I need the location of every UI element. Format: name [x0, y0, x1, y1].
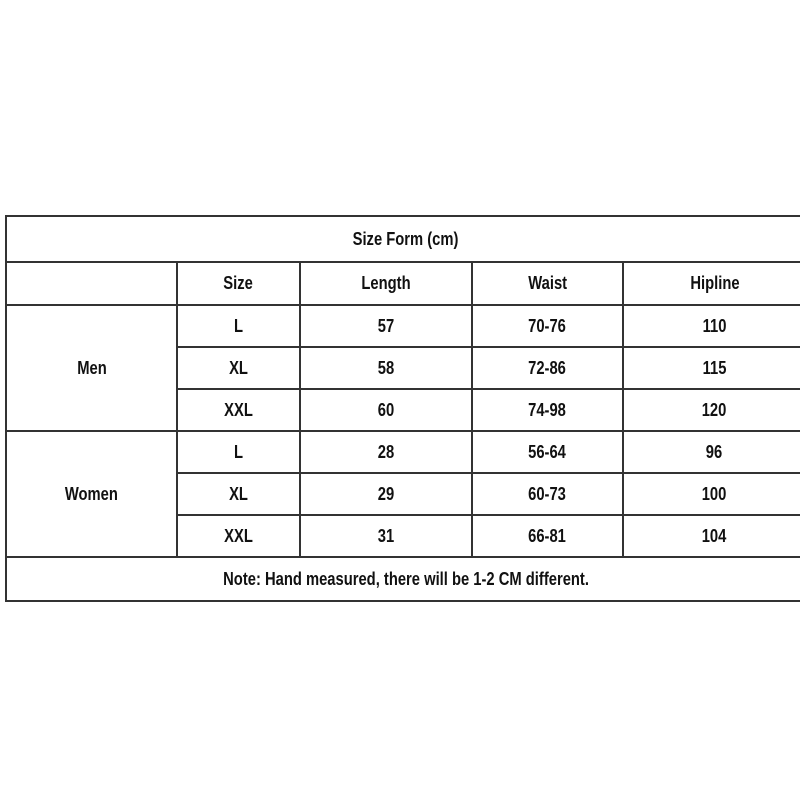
group-label: Women — [5, 430, 178, 558]
cell-text: L — [233, 315, 244, 336]
header-size: Size — [176, 261, 301, 306]
cell-text: 110 — [702, 315, 727, 336]
cell-text: XXL — [224, 525, 253, 546]
table-title: Size Form (cm) — [4, 215, 800, 263]
table-row: Men L 57 70-76 110 — [5, 304, 800, 432]
cell-text: 56-64 — [528, 441, 567, 462]
header-text: Length — [361, 273, 411, 293]
cell-text: 70-76 — [528, 315, 567, 336]
table-cell: 29 — [299, 472, 473, 516]
cell-text: 96 — [706, 441, 723, 462]
table-cell: XL — [176, 472, 301, 516]
table-cell: XL — [176, 346, 301, 390]
table-cell: 120 — [621, 388, 800, 432]
size-chart-table: Size Form (cm) Size Length Waist Hipline… — [4, 215, 800, 602]
cell-text: 58 — [377, 357, 395, 378]
cell-text: 29 — [377, 483, 395, 504]
header-empty — [5, 261, 178, 306]
cell-text: 57 — [377, 315, 395, 336]
cell-text: 74-98 — [528, 399, 567, 420]
cell-text: XL — [229, 483, 248, 504]
cell-text: 100 — [702, 483, 727, 504]
cell-text: XL — [229, 357, 248, 378]
cell-text: 60-73 — [528, 483, 567, 504]
table-cell: 100 — [621, 472, 800, 516]
cell-text: 66-81 — [528, 525, 567, 546]
table-cell: 70-76 — [471, 304, 624, 348]
table-cell: 31 — [299, 514, 473, 558]
table-row: XL 29 60-73 100 — [6, 472, 800, 516]
cell-text: 60 — [377, 399, 395, 420]
table-cell: 72-86 — [471, 346, 624, 390]
table-cell: XXL — [176, 514, 301, 558]
cell-text: 115 — [702, 357, 727, 378]
table-row: Women L 28 56-64 96 — [5, 430, 800, 558]
header-text: Hipline — [689, 273, 740, 293]
table-cell: XXL — [176, 388, 301, 432]
title-text: Size Form (cm) — [353, 228, 459, 249]
table-cell: 60-73 — [471, 472, 624, 516]
header-row: Size Length Waist Hipline — [5, 261, 800, 306]
cell-text: XXL — [224, 399, 253, 420]
cell-text: L — [233, 441, 244, 462]
cell-text: 72-86 — [528, 357, 567, 378]
cell-text: 120 — [702, 399, 727, 420]
table-cell: 60 — [299, 388, 473, 432]
table-cell: 110 — [621, 304, 800, 348]
table-cell: 56-64 — [471, 430, 624, 474]
header-text: Size — [223, 273, 254, 293]
table-cell: 74-98 — [471, 388, 624, 432]
table-cell: 58 — [299, 346, 473, 390]
group-label-text: Men — [76, 357, 107, 378]
table-cell: 96 — [621, 430, 800, 474]
cell-text: 31 — [377, 525, 395, 546]
table-cell: 28 — [299, 430, 473, 474]
header-waist: Waist — [471, 261, 624, 306]
table-row: XXL 60 74-98 120 — [6, 388, 800, 432]
group-label: Men — [5, 304, 178, 432]
cell-text: 28 — [377, 441, 395, 462]
table-cell: 115 — [621, 346, 800, 390]
cell-text: 104 — [702, 525, 727, 546]
table-cell: L — [176, 304, 301, 348]
group-label-text: Women — [64, 483, 119, 504]
header-hipline: Hipline — [621, 261, 800, 306]
table-cell: L — [176, 430, 301, 474]
table-row: XL 58 72-86 115 — [6, 346, 800, 390]
header-text: Waist — [528, 273, 567, 293]
table-cell: 66-81 — [471, 514, 624, 558]
note-text: Note: Hand measured, there will be 1-2 C… — [223, 568, 589, 589]
table-cell: 57 — [299, 304, 473, 348]
header-length: Length — [299, 261, 473, 306]
note: Note: Hand measured, there will be 1-2 C… — [4, 556, 800, 602]
table-row: XXL 31 66-81 104 — [6, 514, 800, 558]
table-cell: 104 — [621, 514, 800, 558]
